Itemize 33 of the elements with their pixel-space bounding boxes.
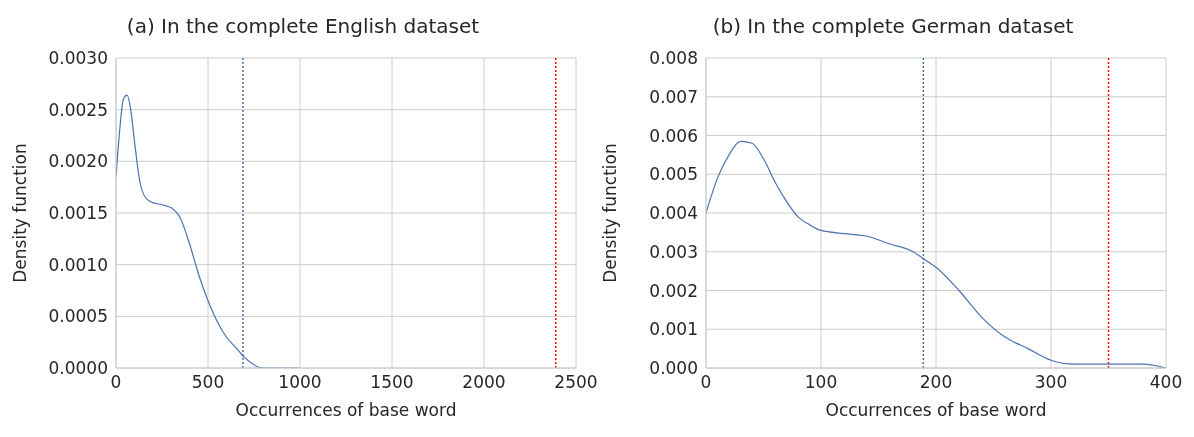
y-tick-label: 0.002: [649, 280, 698, 301]
y-tick-label: 0.005: [649, 164, 698, 185]
x-tick-label: 100: [804, 372, 838, 393]
x-tick-label: 400: [1149, 372, 1183, 393]
x-tick-label: 500: [191, 372, 225, 393]
y-tick-label: 0.0015: [48, 203, 108, 224]
x-tick-label: 1000: [278, 372, 322, 393]
y-tick-label: 0.008: [649, 48, 698, 69]
y-tick-label: 0.001: [649, 319, 698, 340]
y-tick-label: 0.0020: [48, 151, 108, 172]
y-tick-label: 0.007: [649, 86, 698, 107]
y-tick-label: 0.0030: [48, 48, 108, 69]
y-tick-label: 0.0010: [48, 254, 108, 275]
y-tick-label: 0.0025: [48, 99, 108, 120]
x-tick-label: 2000: [462, 372, 506, 393]
x-axis-title: Occurrences of base word: [235, 400, 457, 420]
x-tick-label: 0: [700, 372, 712, 393]
y-tick-label: 0.004: [649, 203, 698, 224]
y-tick-label: 0.006: [649, 125, 698, 146]
y-tick-label: 0.0005: [48, 306, 108, 327]
x-tick-label: 2500: [554, 372, 598, 393]
x-tick-label: 300: [1034, 372, 1068, 393]
chart-title: (a) In the complete English dataset: [125, 13, 481, 40]
y-axis-title: Density function: [600, 143, 621, 283]
x-tick-label: 200: [919, 372, 953, 393]
y-tick-label: 0.003: [649, 241, 698, 262]
x-axis-title: Occurrences of base word: [825, 400, 1047, 420]
chart-title: (b) In the complete German dataset: [711, 13, 1075, 40]
y-tick-label: 0.0000: [48, 358, 108, 379]
y-axis-title: Density function: [10, 143, 31, 283]
x-tick-label: 0: [110, 372, 122, 393]
x-tick-label: 1500: [370, 372, 414, 393]
y-tick-label: 0.000: [649, 358, 698, 379]
